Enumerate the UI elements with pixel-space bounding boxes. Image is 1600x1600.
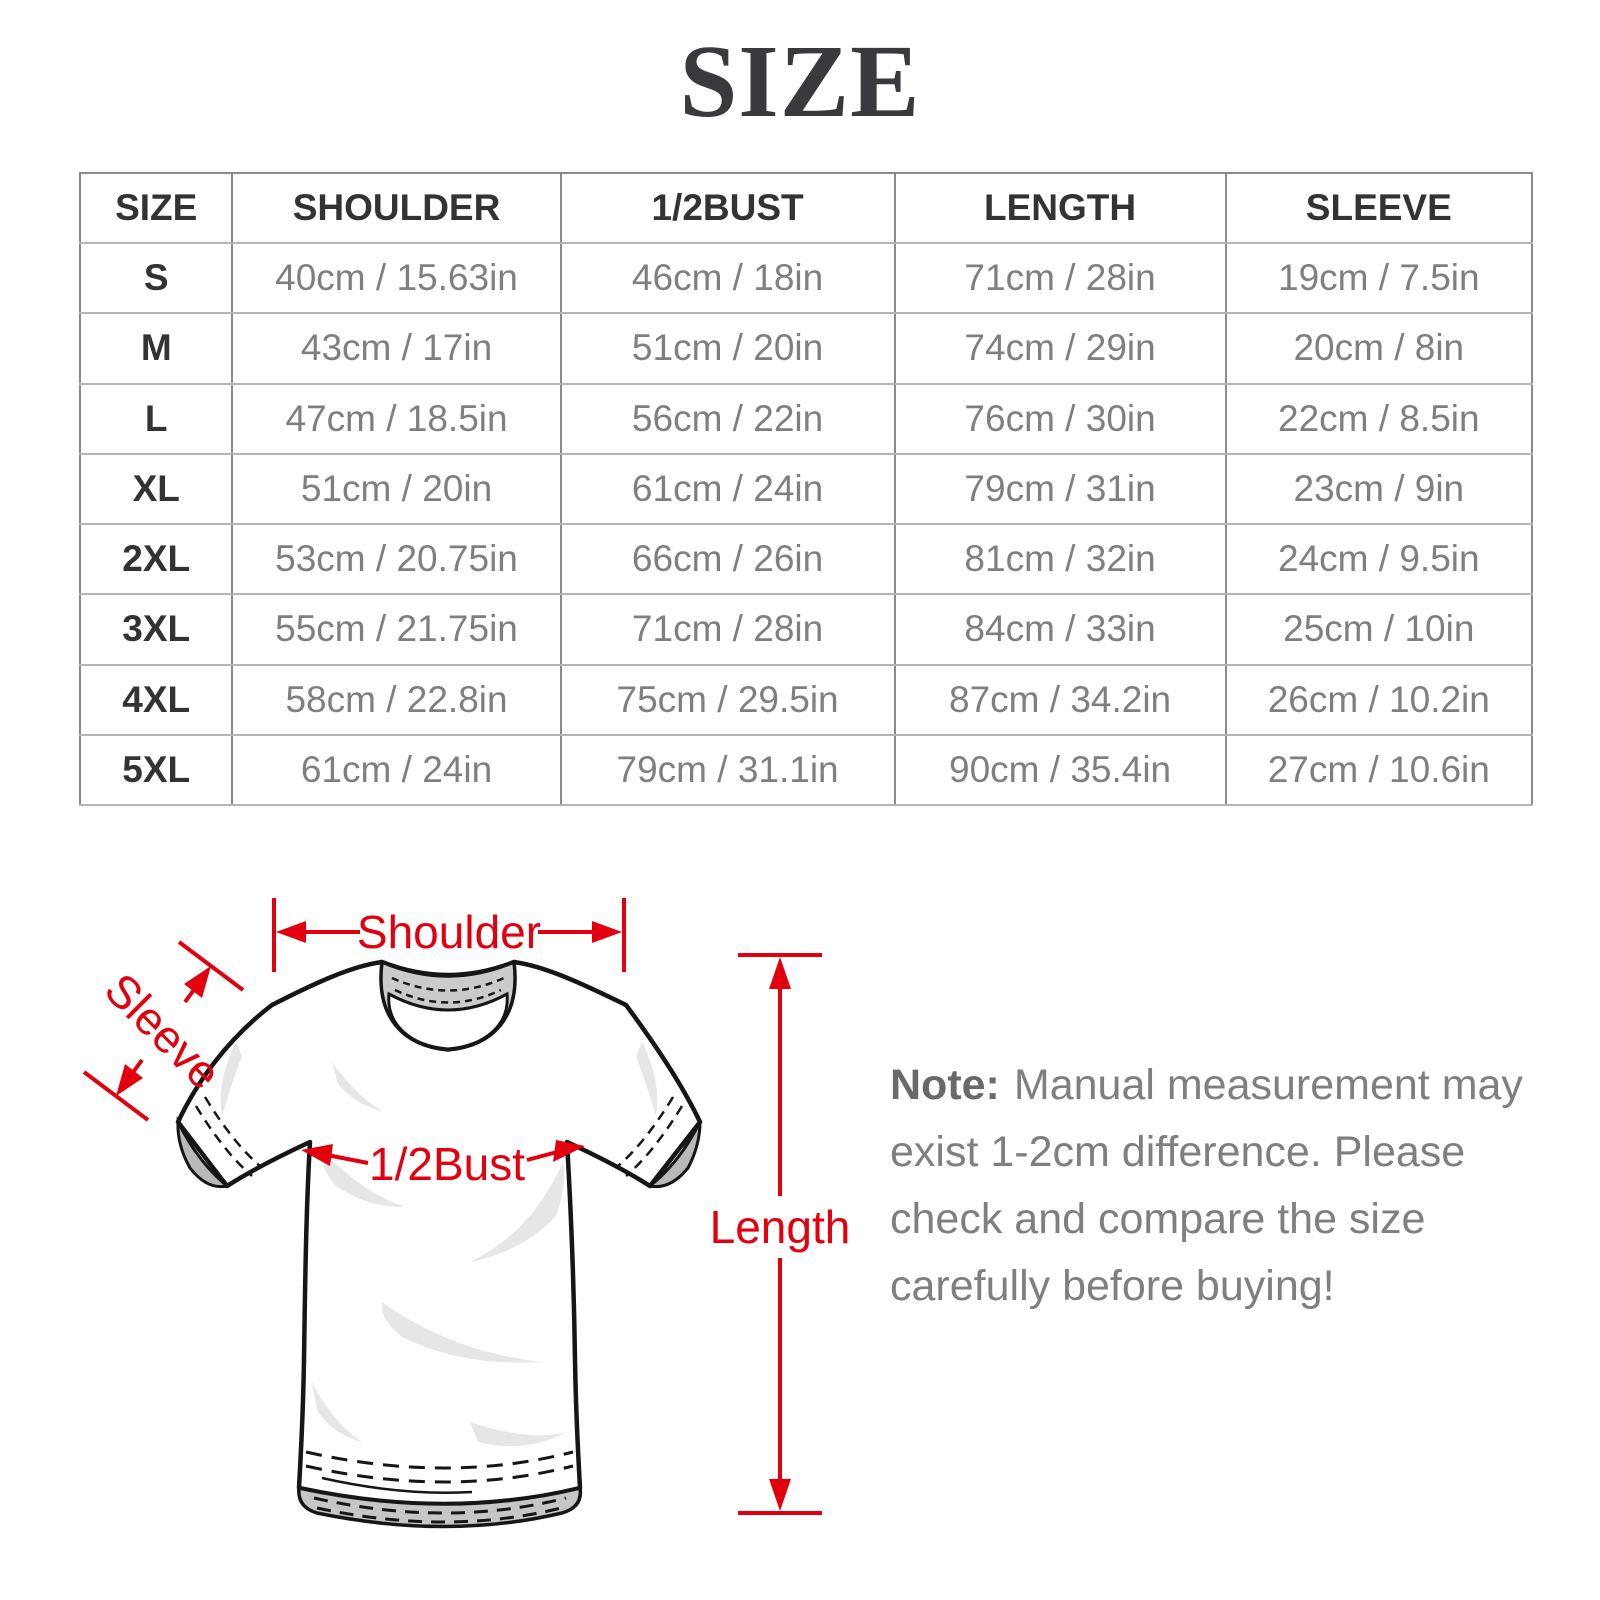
measurement-cell: 75cm / 29.5in — [560, 664, 896, 736]
right-cuff — [646, 1121, 702, 1189]
size-cell: 5XL — [80, 734, 234, 807]
column-header-length: LENGTH — [894, 173, 1227, 244]
table-row-l: L 47cm / 18.5in 56cm / 22in 76cm / 30in … — [80, 383, 1534, 455]
wrinkle-shading — [220, 1042, 658, 1447]
measurement-cell: 51cm / 20in — [560, 313, 896, 385]
note: Note: Manual measurement may exist 1-2cm … — [890, 1052, 1570, 1320]
size-cell: 4XL — [80, 664, 234, 736]
measurement-cell: 40cm / 15.63in — [232, 243, 562, 315]
table-row-s: S 40cm / 15.63in 46cm / 18in 71cm / 28in… — [80, 243, 1534, 315]
measurement-cell: 27cm / 10.6in — [1225, 734, 1534, 807]
length-label: Length — [710, 1201, 851, 1253]
measurement-cell: 79cm / 31in — [894, 453, 1227, 526]
measurement-cell: 23cm / 9in — [1225, 453, 1534, 526]
column-header-size: SIZE — [80, 173, 234, 244]
bust-label: 1/2Bust — [369, 1138, 525, 1190]
measurement-cell: 76cm / 30in — [894, 383, 1227, 455]
measurement-cell: 84cm / 33in — [894, 594, 1227, 666]
measurement-cell: 74cm / 29in — [894, 313, 1227, 385]
sleeve-label: Sleeve — [95, 963, 231, 1099]
measurement-cell: 66cm / 26in — [560, 524, 896, 596]
column-header-sleeve: SLEEVE — [1225, 173, 1534, 244]
measurement-cell: 19cm / 7.5in — [1225, 243, 1534, 315]
table-row-4xl: 4XL 58cm / 22.8in 75cm / 29.5in 87cm / 3… — [80, 664, 1534, 736]
table-row-xl: XL 51cm / 20in 61cm / 24in 79cm / 31in 2… — [80, 453, 1534, 526]
measurement-cell: 51cm / 20in — [232, 453, 562, 526]
size-cell: L — [80, 383, 234, 455]
measurement-cell: 71cm / 28in — [560, 594, 896, 666]
size-cell: 3XL — [80, 594, 234, 666]
header-row: SIZE SHOULDER 1/2BUST LENGTH SLEEVE — [80, 173, 1534, 244]
shoulder-dimension: Shoulder — [272, 898, 626, 972]
measurement-cell: 55cm / 21.75in — [232, 594, 562, 666]
table-row-m: M 43cm / 17in 51cm / 20in 74cm / 29in 20… — [80, 313, 1534, 385]
measurement-cell: 58cm / 22.8in — [232, 664, 562, 736]
measurement-cell: 53cm / 20.75in — [232, 524, 562, 596]
size-table: SIZE SHOULDER 1/2BUST LENGTH SLEEVE S 40… — [79, 172, 1534, 807]
note-line-4: carefully before buying! — [890, 1262, 1335, 1310]
page-title: SIZE — [679, 24, 921, 139]
measurement-cell: 46cm / 18in — [560, 243, 896, 315]
note-line-2: exist 1-2cm difference. Please — [890, 1128, 1466, 1176]
column-header-bust: 1/2BUST — [560, 173, 896, 244]
measurement-cell: 90cm / 35.4in — [894, 734, 1227, 807]
column-header-shoulder: SHOULDER — [232, 173, 562, 244]
measurement-cell: 56cm / 22in — [560, 383, 896, 455]
measurement-cell: 43cm / 17in — [232, 313, 562, 385]
table-row-2xl: 2XL 53cm / 20.75in 66cm / 26in 81cm / 32… — [80, 524, 1534, 596]
shoulder-label: Shoulder — [357, 906, 541, 958]
size-cell: M — [80, 313, 234, 385]
tshirt-illustration — [175, 959, 703, 1529]
note-label: Note: — [890, 1061, 1000, 1109]
note-line-1: Note: Manual measurement may — [890, 1052, 1570, 1119]
measurement-cell: 24cm / 9.5in — [1225, 524, 1534, 596]
table-row-5xl: 5XL 61cm / 24in 79cm / 31.1in 90cm / 35.… — [80, 734, 1534, 807]
table-row-3xl: 3XL 55cm / 21.75in 71cm / 28in 84cm / 33… — [80, 594, 1534, 666]
measurement-cell: 81cm / 32in — [894, 524, 1227, 596]
tshirt-diagram: Shoulder Sleeve 1/2Bust — [82, 898, 851, 1529]
size-cell: 2XL — [80, 524, 234, 596]
measurement-cell: 71cm / 28in — [894, 243, 1227, 315]
measurement-cell: 79cm / 31.1in — [560, 734, 896, 807]
left-cuff — [176, 1116, 231, 1189]
size-cell: XL — [80, 453, 234, 526]
measurement-cell: 25cm / 10in — [1225, 594, 1534, 666]
measurement-cell: 22cm / 8.5in — [1225, 383, 1534, 455]
bust-dimension: 1/2Bust — [301, 1138, 585, 1190]
collar-band — [387, 991, 509, 1051]
length-dimension: Length — [710, 953, 851, 1515]
measurement-cell: 61cm / 24in — [232, 734, 562, 807]
measurement-cell: 26cm / 10.2in — [1225, 664, 1534, 736]
measurement-cell: 87cm / 34.2in — [894, 664, 1227, 736]
note-text: Manual measurement may — [1013, 1061, 1523, 1109]
measurement-cell: 61cm / 24in — [560, 453, 896, 526]
size-cell: S — [80, 243, 234, 315]
note-line-3: check and compare the size — [890, 1195, 1426, 1243]
measurement-cell: 47cm / 18.5in — [232, 383, 562, 455]
measurement-cell: 20cm / 8in — [1225, 313, 1534, 385]
